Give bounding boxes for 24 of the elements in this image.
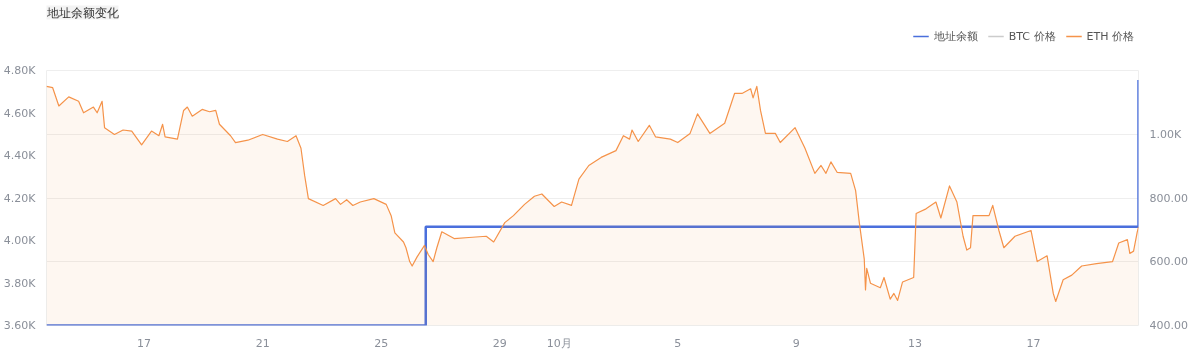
- x-tick-label: 17: [1026, 336, 1041, 350]
- x-tick-label: 9: [792, 336, 800, 350]
- x-tick-label: 10月: [546, 336, 572, 350]
- legend-label: 地址余额: [933, 28, 978, 44]
- y-tick-label: 3.60K: [3, 319, 37, 332]
- legend-label: ETH 价格: [1086, 28, 1134, 44]
- legend-label: BTC 价格: [1008, 28, 1056, 44]
- y2-tick-label: 600.00: [1149, 255, 1188, 269]
- y2-tick-label: 400.00: [1149, 319, 1188, 332]
- x-tick-label: 21: [255, 336, 270, 350]
- y2-tick-label: 1.00K: [1149, 127, 1182, 141]
- x-tick-label: 17: [137, 336, 152, 350]
- y-tick-label: 4.00K: [3, 234, 37, 247]
- y-tick-label: 3.80K: [3, 276, 37, 290]
- y-tick-label: 4.40K: [3, 149, 37, 162]
- x-tick-label: 5: [674, 336, 682, 350]
- x-tick-label: 13: [907, 336, 922, 350]
- y2-tick-label: 800.00: [1149, 191, 1188, 205]
- y-tick-label: 4.20K: [3, 191, 37, 205]
- y-tick-label: 4.60K: [3, 106, 37, 120]
- x-tick-label: 29: [492, 336, 507, 350]
- x-tick-label: 25: [374, 336, 389, 350]
- chart-title: 地址余额变化: [45, 5, 119, 20]
- y-tick-label: 4.80K: [3, 64, 37, 77]
